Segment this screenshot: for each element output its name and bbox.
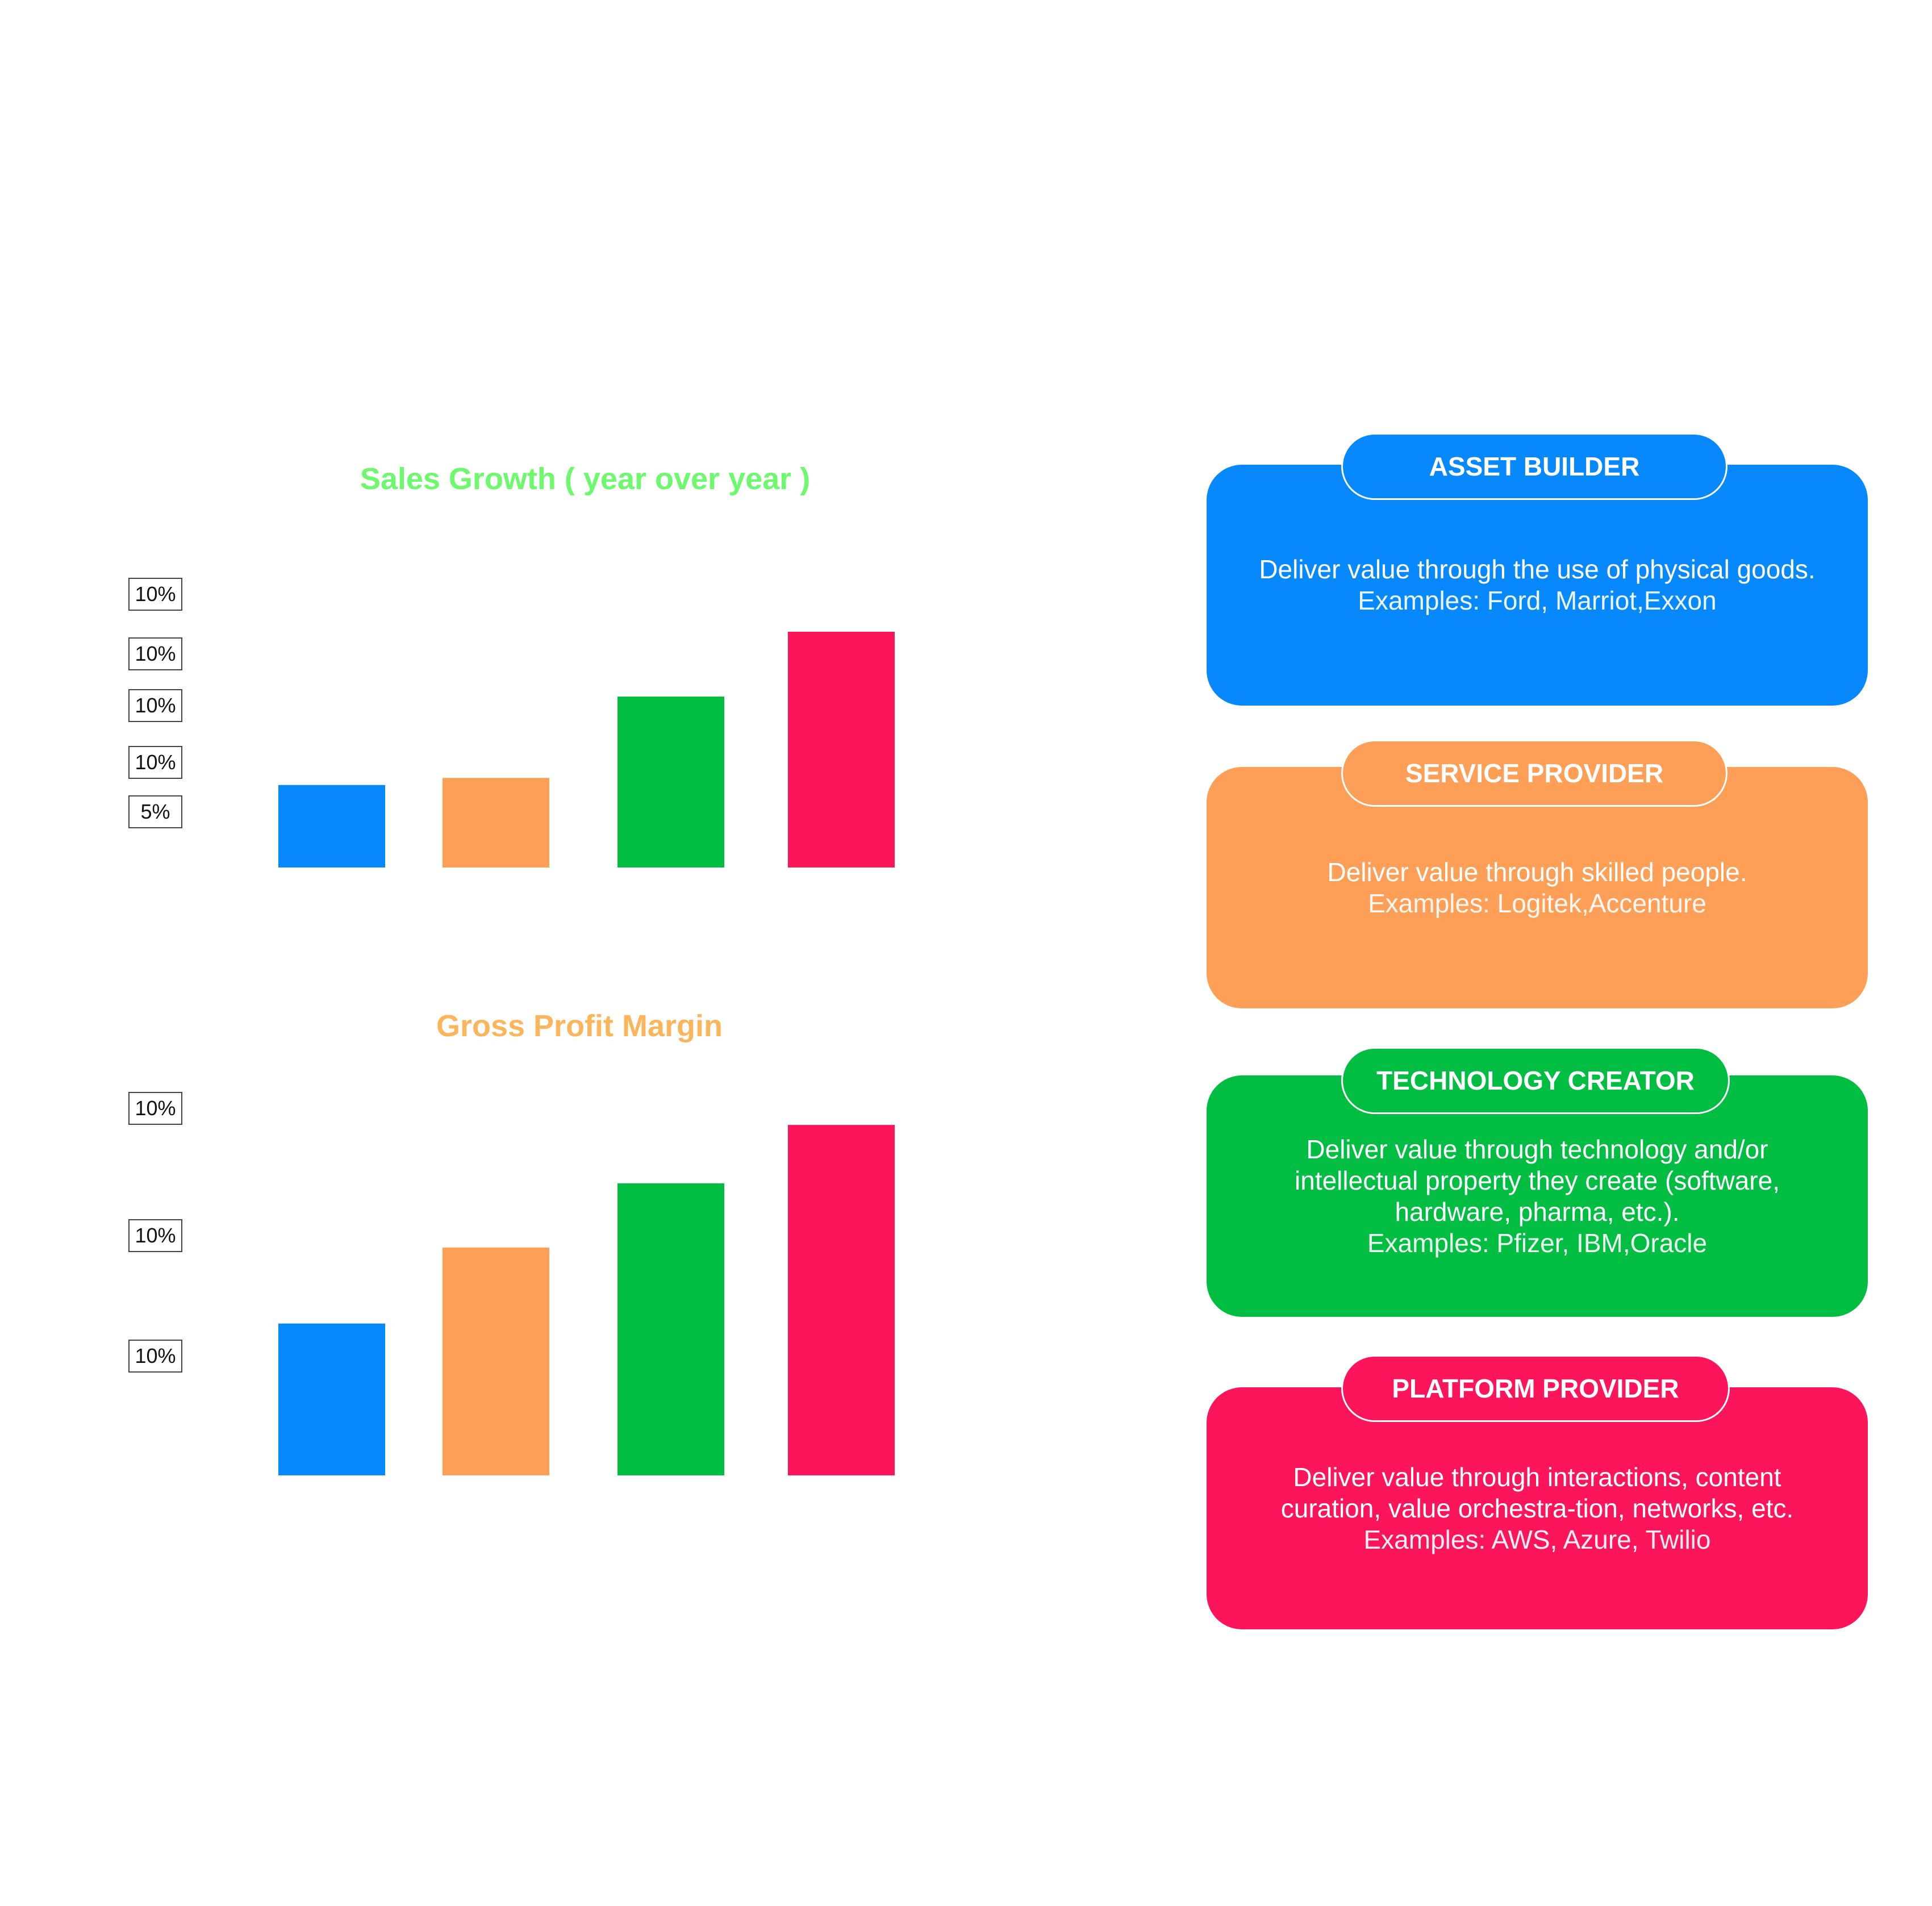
gross-profit-margin-title: Gross Profit Margin — [436, 1009, 723, 1043]
card-description: Deliver value through the use of physica… — [1259, 554, 1816, 584]
service-provider-header: SERVICE PROVIDER — [1341, 740, 1727, 807]
technology-creator-header: TECHNOLOGY CREATOR — [1341, 1047, 1730, 1114]
platform-provider-header: PLATFORM PROVIDER — [1341, 1355, 1730, 1422]
bar — [617, 1183, 724, 1475]
sales-tick-label: 10% — [128, 637, 182, 670]
sales-tick-label: 5% — [128, 795, 182, 828]
sales-growth-title: Sales Growth ( year over year ) — [360, 462, 811, 496]
technology-creator-card: Deliver value through technology and/or … — [1207, 1075, 1868, 1317]
bar — [788, 632, 895, 867]
gpm-tick-label: 10% — [128, 1219, 182, 1252]
card-examples: Examples: AWS, Azure, Twilio — [1363, 1524, 1711, 1554]
asset-builder-card: Deliver value through the use of physica… — [1207, 465, 1868, 706]
bar — [443, 778, 549, 867]
bar — [278, 1323, 385, 1475]
card-description: Deliver value through interactions, cont… — [1280, 1462, 1794, 1523]
sales-tick-label: 10% — [128, 578, 182, 611]
sales-tick-label: 10% — [128, 689, 182, 722]
card-description: Deliver value through skilled people. — [1327, 857, 1747, 887]
gpm-tick-label: 10% — [128, 1340, 182, 1373]
gpm-tick-label: 10% — [128, 1092, 182, 1125]
card-examples: Examples: Pfizer, IBM,Oracle — [1367, 1228, 1708, 1258]
sales-tick-label: 10% — [128, 746, 182, 779]
bar — [788, 1125, 895, 1475]
card-examples: Examples: Ford, Marriot,Exxon — [1358, 586, 1717, 615]
bar — [278, 785, 385, 867]
bar — [617, 696, 724, 867]
bar — [443, 1248, 549, 1475]
service-provider-card: Deliver value through skilled people. Ex… — [1207, 767, 1868, 1008]
platform-provider-card: Deliver value through interactions, cont… — [1207, 1387, 1868, 1629]
card-examples: Examples: Logitek,Accenture — [1368, 888, 1706, 918]
card-description: Deliver value through technology and/or … — [1295, 1134, 1780, 1227]
asset-builder-header: ASSET BUILDER — [1341, 433, 1727, 500]
